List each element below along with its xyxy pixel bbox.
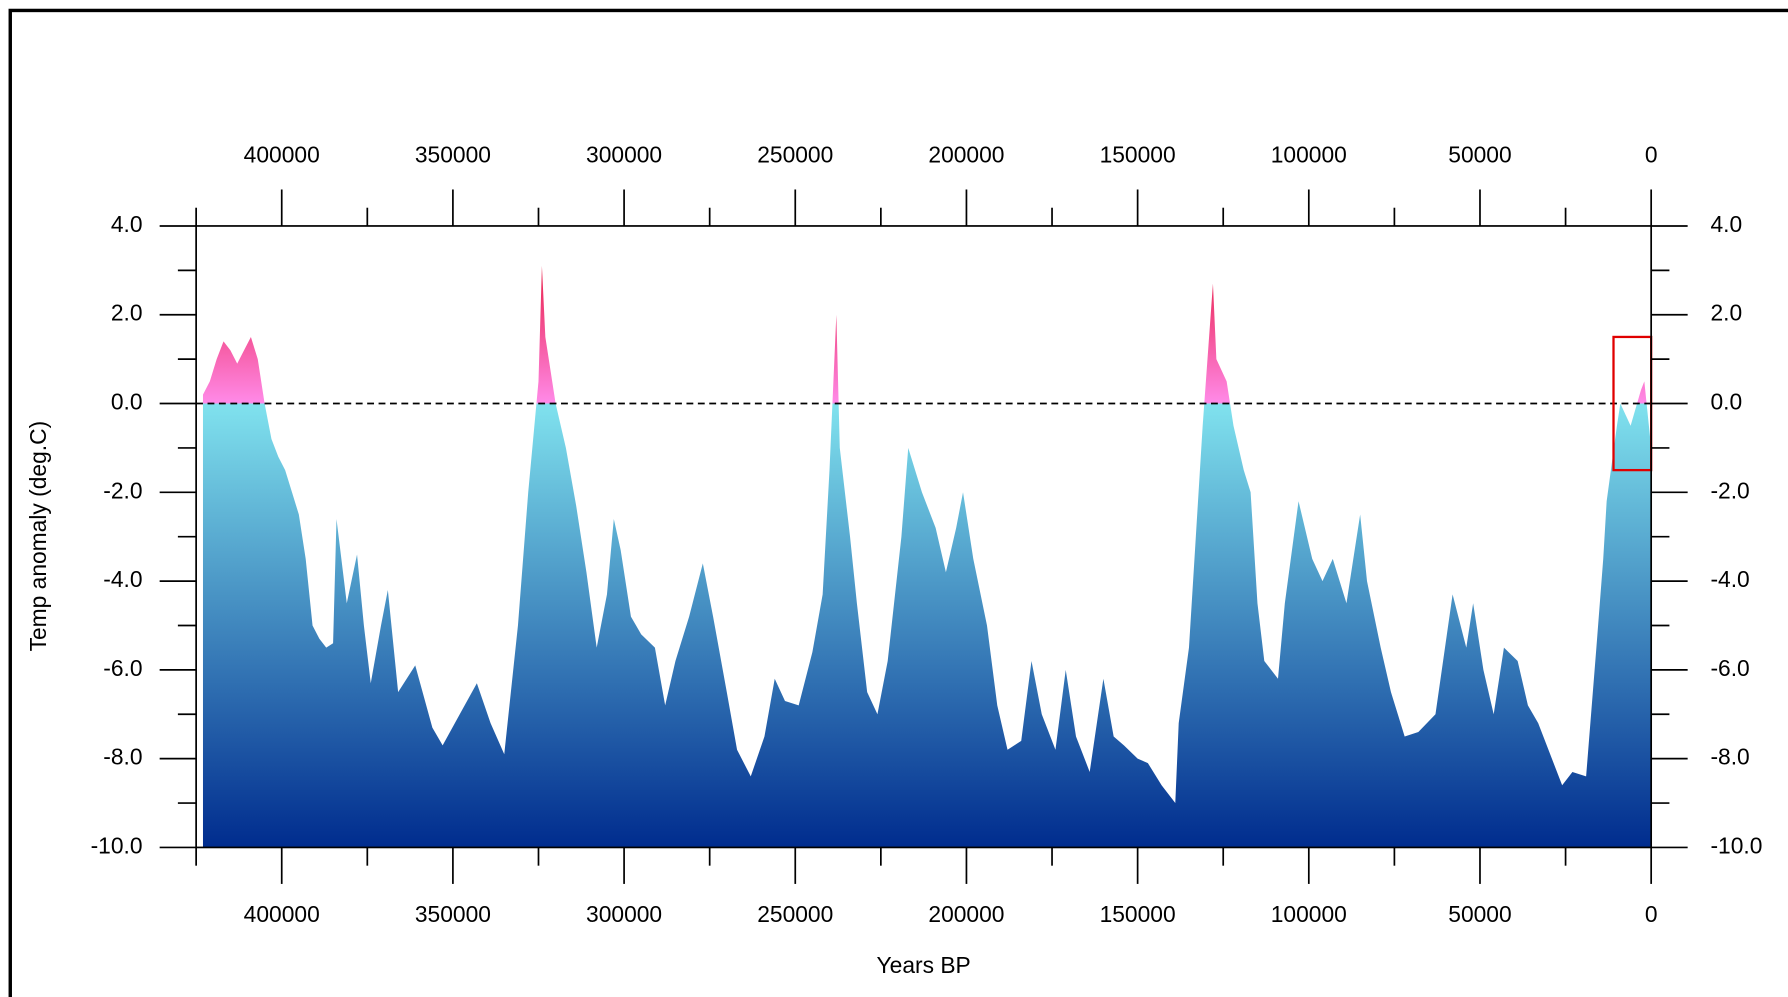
x2-tick-label: 300000 — [586, 141, 662, 167]
y2-tick-label: 2.0 — [1710, 300, 1742, 326]
y2-tick-label: -8.0 — [1710, 744, 1749, 770]
y-axis-title: Temp anomaly (deg.C) — [25, 421, 51, 652]
y2-tick-label: -2.0 — [1710, 477, 1749, 503]
x2-tick-label: 400000 — [244, 141, 320, 167]
y2-tick-label: -4.0 — [1710, 566, 1749, 592]
x-tick-label: 350000 — [415, 901, 491, 927]
y-tick-label: 4.0 — [111, 211, 143, 237]
x-tick-label: 250000 — [757, 901, 833, 927]
x-tick-label: 100000 — [1271, 901, 1347, 927]
x-tick-label: 0 — [1645, 901, 1658, 927]
x2-tick-label: 150000 — [1100, 141, 1176, 167]
x2-tick-label: 0 — [1645, 141, 1658, 167]
y-tick-label: 0.0 — [111, 389, 143, 415]
y2-tick-label: 4.0 — [1710, 211, 1742, 237]
y2-tick-label: -10.0 — [1710, 832, 1762, 858]
x-axis-title: Years BP — [877, 952, 971, 978]
y-tick-label: 2.0 — [111, 300, 143, 326]
x-tick-label: 300000 — [586, 901, 662, 927]
y-tick-label: -6.0 — [103, 655, 142, 681]
x2-tick-label: 250000 — [757, 141, 833, 167]
y-tick-label: -8.0 — [103, 744, 142, 770]
y-tick-label: -2.0 — [103, 477, 142, 503]
x2-tick-label: 100000 — [1271, 141, 1347, 167]
x-tick-label: 200000 — [928, 901, 1004, 927]
x2-tick-label: 50000 — [1448, 141, 1511, 167]
y-tick-label: -10.0 — [91, 832, 143, 858]
y2-tick-label: 0.0 — [1710, 389, 1742, 415]
x-tick-label: 400000 — [244, 901, 320, 927]
x-tick-label: 150000 — [1100, 901, 1176, 927]
x2-tick-label: 350000 — [415, 141, 491, 167]
x2-tick-label: 200000 — [928, 141, 1004, 167]
y2-tick-label: -6.0 — [1710, 655, 1749, 681]
temperature-area — [202, 265, 1652, 848]
y-tick-label: -4.0 — [103, 566, 142, 592]
frame — [8, 8, 1788, 997]
x-tick-label: 50000 — [1448, 901, 1511, 927]
